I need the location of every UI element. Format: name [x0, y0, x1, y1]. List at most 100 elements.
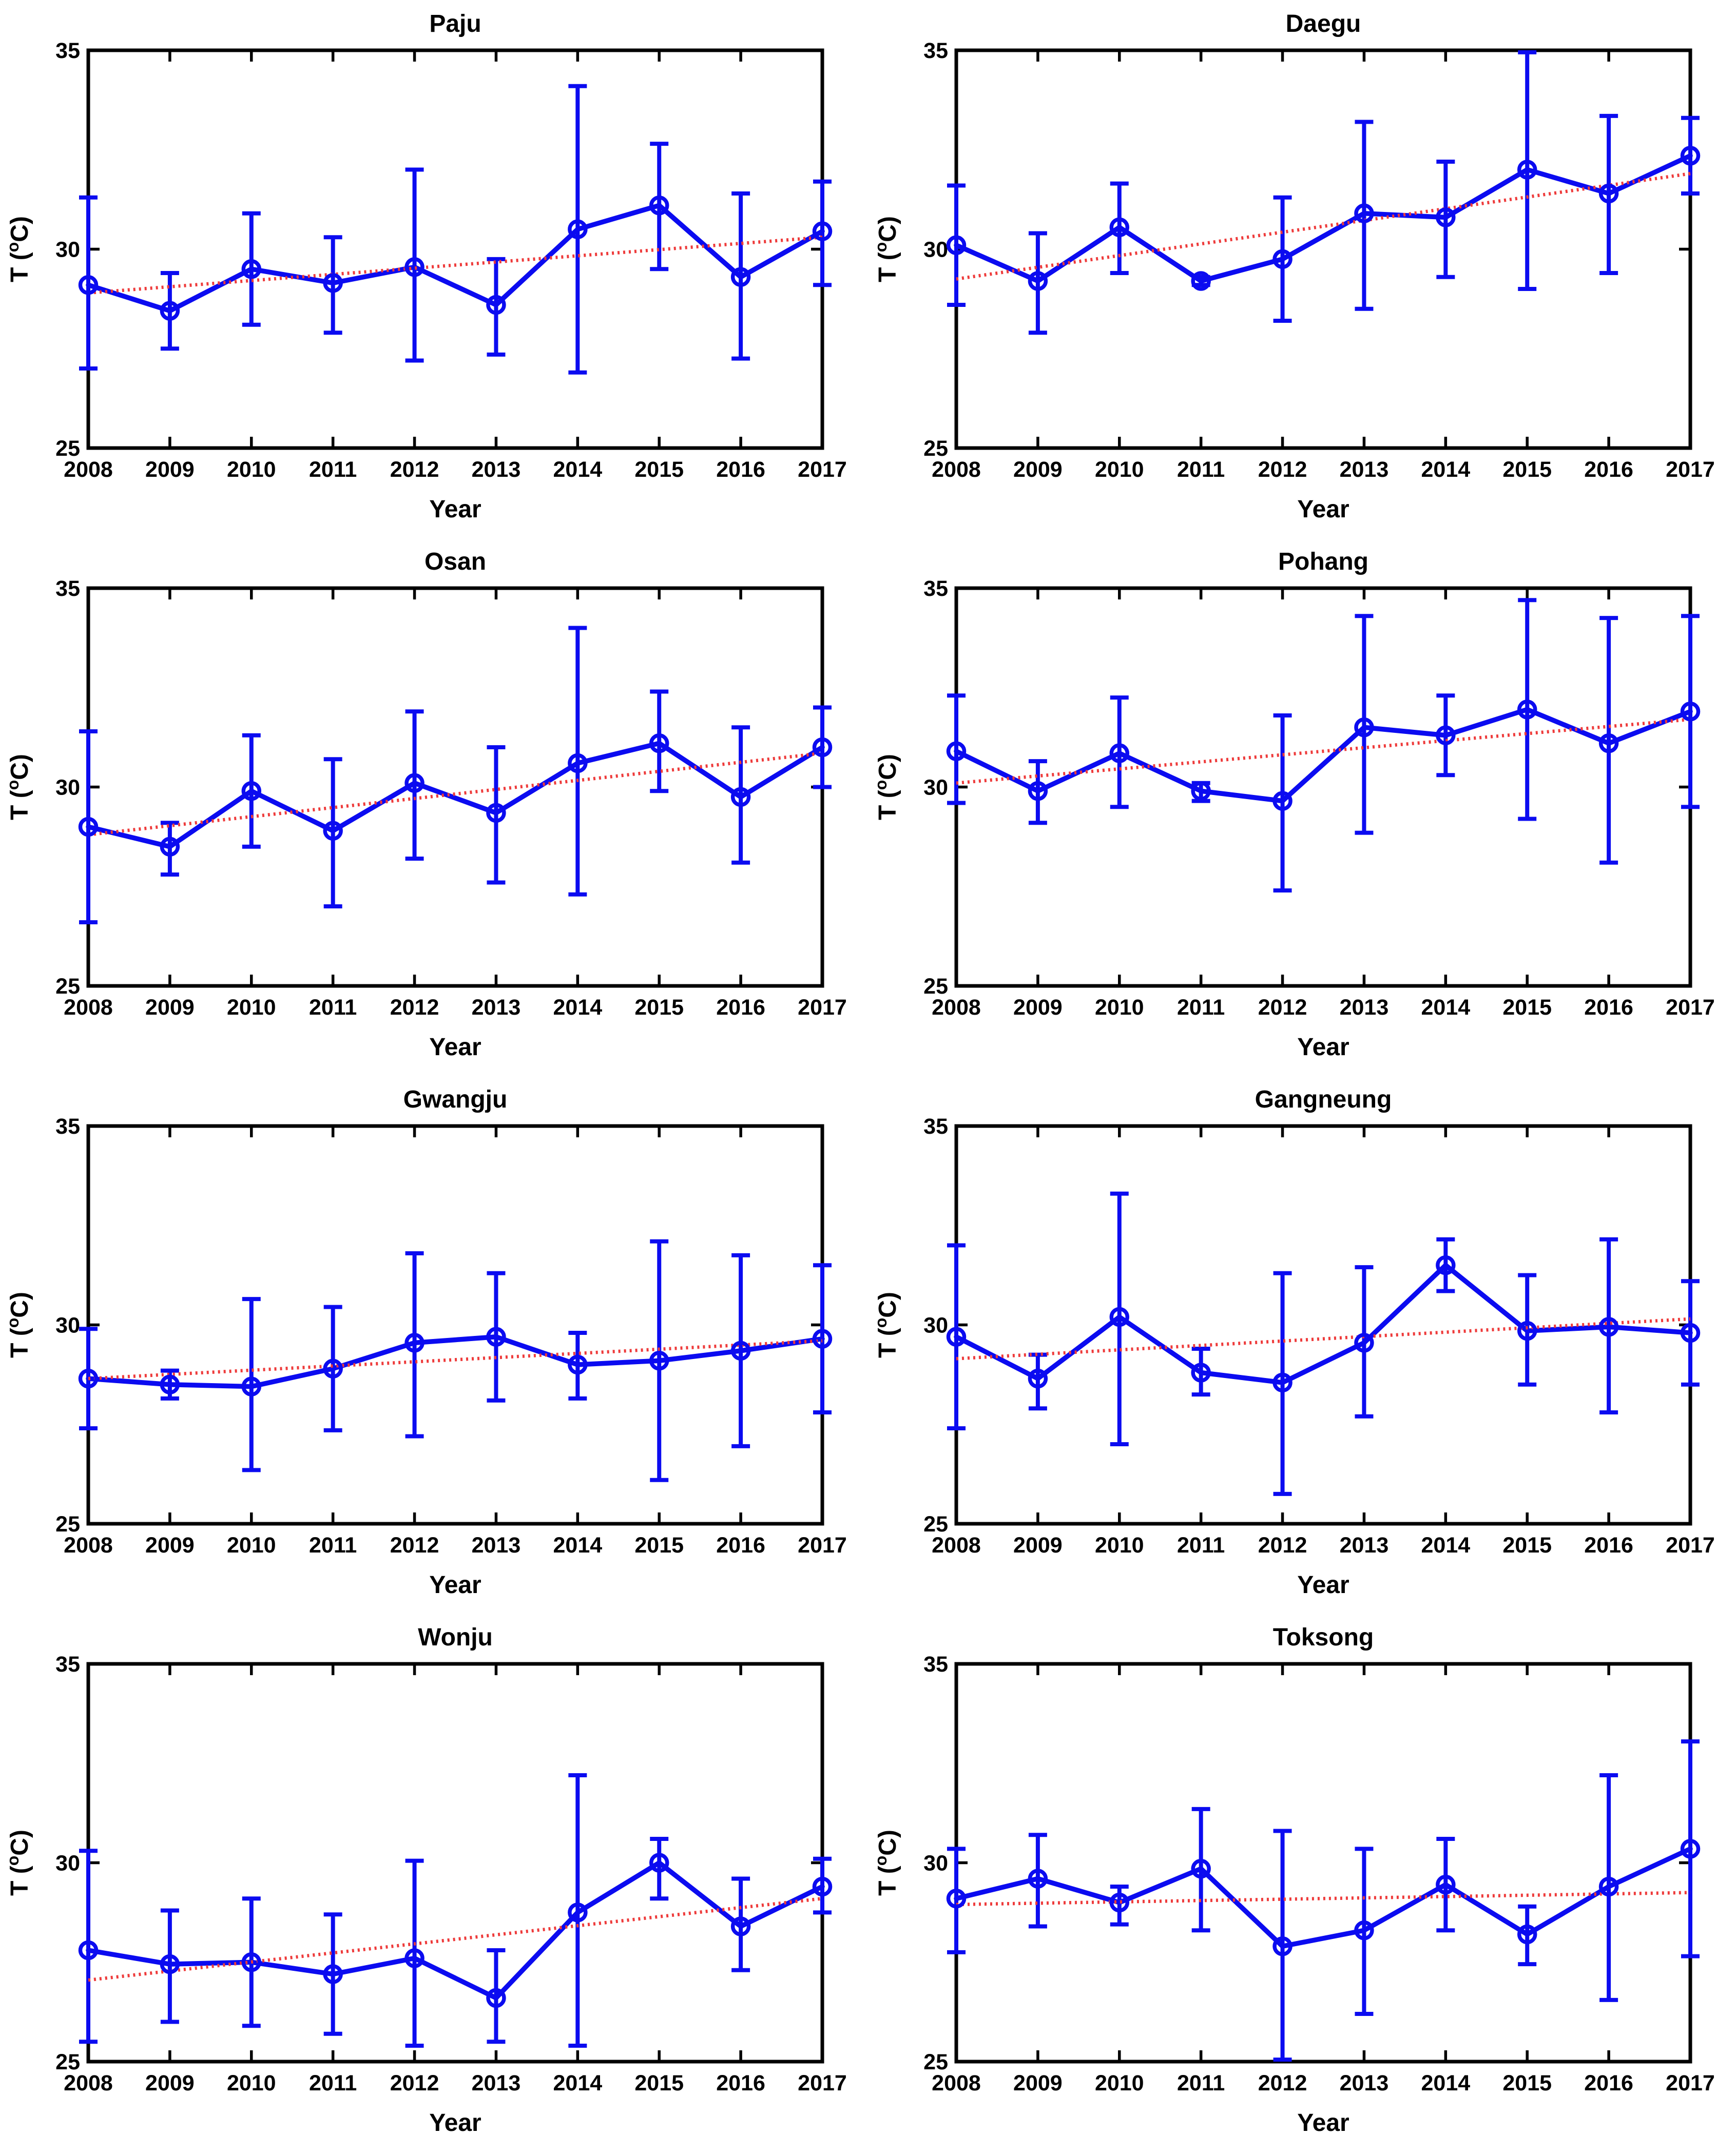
mean-line	[86, 1860, 825, 2001]
x-tick-label: 2014	[1421, 2071, 1470, 2095]
x-tick-label: 2012	[390, 457, 439, 482]
data-point-marker	[78, 275, 99, 295]
markers	[946, 1255, 1701, 1393]
plot-border	[86, 1124, 824, 1526]
y-tick-label: 30	[55, 238, 80, 262]
y-tick-label: 35	[55, 38, 80, 63]
x-tick-label: 2017	[798, 1533, 847, 1558]
data-point-marker	[241, 1952, 262, 1972]
x-tick-label: 2012	[390, 2071, 439, 2095]
axis-ticks: 2008 2009 2010 2011 2012 2013 2014 2015 2016 2017…	[55, 1114, 847, 1558]
data-point-marker	[1517, 1321, 1537, 1341]
x-tick-label: 2012	[390, 1533, 439, 1558]
x-axis-label: Year	[429, 496, 481, 523]
chart-wonju: Wonju 2008 2009 2010 2011 2012 2013 2014 2015 201…	[4, 1624, 847, 2137]
trend-line	[88, 236, 823, 295]
chart-cell-gangneung: Gangneung 2008 2009 2010 2011 2012 2013 2014 201…	[868, 1076, 1736, 1614]
x-tick-label: 2011	[309, 995, 357, 1020]
data-point-marker	[1109, 1307, 1130, 1327]
x-tick-label: 2015	[634, 2071, 684, 2095]
x-tick-label: 2011	[309, 2071, 357, 2095]
data-point-marker	[160, 1954, 180, 1974]
plot-border	[954, 586, 1692, 988]
x-tick-label: 2009	[145, 1533, 195, 1558]
y-tick-label: 35	[923, 576, 948, 601]
y-tick-label: 30	[923, 775, 948, 800]
x-axis-label: Year	[429, 2109, 481, 2137]
y-tick-label: 25	[923, 2050, 948, 2074]
data-point-marker	[241, 781, 262, 801]
x-tick-label: 2010	[227, 1533, 276, 1558]
x-tick-label: 2017	[1666, 2071, 1715, 2095]
x-tick-label: 2010	[1095, 2071, 1144, 2095]
x-tick-label: 2013	[472, 457, 521, 482]
y-tick-label: 35	[923, 1652, 948, 1677]
data-point-marker	[812, 221, 833, 241]
data-point-marker	[241, 259, 262, 279]
x-tick-label: 2014	[553, 1533, 602, 1558]
x-axis-label: Year	[1297, 1571, 1349, 1599]
y-tick-label: 35	[55, 1114, 80, 1139]
data-point-marker	[1436, 1874, 1456, 1895]
data-point-marker	[1517, 700, 1537, 720]
data-point-marker	[78, 1940, 99, 1961]
x-tick-label: 2010	[227, 2071, 276, 2095]
x-tick-label: 2011	[1177, 1533, 1225, 1558]
x-axis-label: Year	[429, 1571, 481, 1599]
x-tick-label: 2017	[1666, 1533, 1715, 1558]
y-tick-label: 35	[923, 38, 948, 63]
x-axis-label: Year	[1297, 2109, 1349, 2137]
x-tick-label: 2009	[145, 995, 195, 1020]
y-tick-label: 30	[55, 775, 80, 800]
x-tick-label: 2013	[1340, 457, 1389, 482]
y-tick-label: 30	[55, 1851, 80, 1876]
chart-cell-paju: Paju 2008 2009 2010 2011 2012 2013 2014 2015 2016…	[0, 0, 868, 538]
x-tick-label: 2014	[1421, 1533, 1470, 1558]
data-point-marker	[1191, 1858, 1211, 1879]
chart-cell-osan: Osan 2008 2009 2010 2011 2012 2013 2014 2015 2016…	[0, 538, 868, 1076]
data-point-marker	[812, 1329, 833, 1349]
y-tick-label: 35	[923, 1114, 948, 1139]
markers	[946, 146, 1701, 291]
y-tick-label: 30	[55, 1313, 80, 1338]
data-point-marker	[568, 1354, 588, 1375]
x-tick-label: 2015	[1502, 1533, 1552, 1558]
x-tick-label: 2014	[553, 457, 602, 482]
x-tick-label: 2016	[1584, 1533, 1633, 1558]
y-tick-label: 25	[923, 436, 948, 461]
axis-ticks: 2008 2009 2010 2011 2012 2013 2014 2015 2016 2017…	[923, 1652, 1715, 2095]
chart-gangneung: Gangneung 2008 2009 2010 2011 2012 2013 2014 201…	[872, 1086, 1715, 1599]
data-point-marker	[78, 1368, 99, 1389]
data-point-marker	[1028, 1368, 1048, 1389]
data-point-marker	[486, 1988, 506, 2008]
chart-cell-pohang: Pohang 2008 2009 2010 2011 2012 2013 2014 2015 20…	[868, 538, 1736, 1076]
y-axis-label: T (oC)	[4, 1292, 33, 1358]
data-point-marker	[1680, 702, 1701, 722]
axis-ticks: 2008 2009 2010 2011 2012 2013 2014 2015 2016 2017…	[923, 576, 1715, 1020]
x-tick-label: 2016	[716, 995, 765, 1020]
data-point-marker	[730, 1916, 751, 1936]
chart-osan: Osan 2008 2009 2010 2011 2012 2013 2014 2015 2016…	[4, 548, 847, 1061]
x-tick-label: 2008	[932, 2071, 981, 2095]
x-tick-label: 2013	[472, 2071, 521, 2095]
y-axis-label: T (oC)	[4, 216, 33, 282]
y-tick-label: 25	[55, 2050, 80, 2074]
x-tick-label: 2017	[1666, 457, 1715, 482]
data-point-marker	[1272, 1936, 1293, 1956]
chart-title: Gwangju	[403, 1086, 508, 1113]
chart-title: Daegu	[1286, 10, 1361, 37]
error-bars	[79, 626, 832, 924]
data-point-marker	[323, 821, 343, 841]
x-tick-label: 2011	[309, 457, 357, 482]
axis-ticks: 2008 2009 2010 2011 2012 2013 2014 2015 2016 2017…	[923, 1114, 1715, 1558]
data-point-marker	[160, 301, 180, 321]
chart-daegu: Daegu 2008 2009 2010 2011 2012 2013 2014 2015 201…	[872, 10, 1715, 523]
data-point-marker	[404, 1333, 425, 1353]
chart-cell-gwangju: Gwangju 2008 2009 2010 2011 2012 2013 2014 2015 2…	[0, 1076, 868, 1614]
x-tick-label: 2013	[1340, 1533, 1389, 1558]
data-point-marker	[323, 1359, 343, 1379]
data-point-marker	[404, 773, 425, 793]
